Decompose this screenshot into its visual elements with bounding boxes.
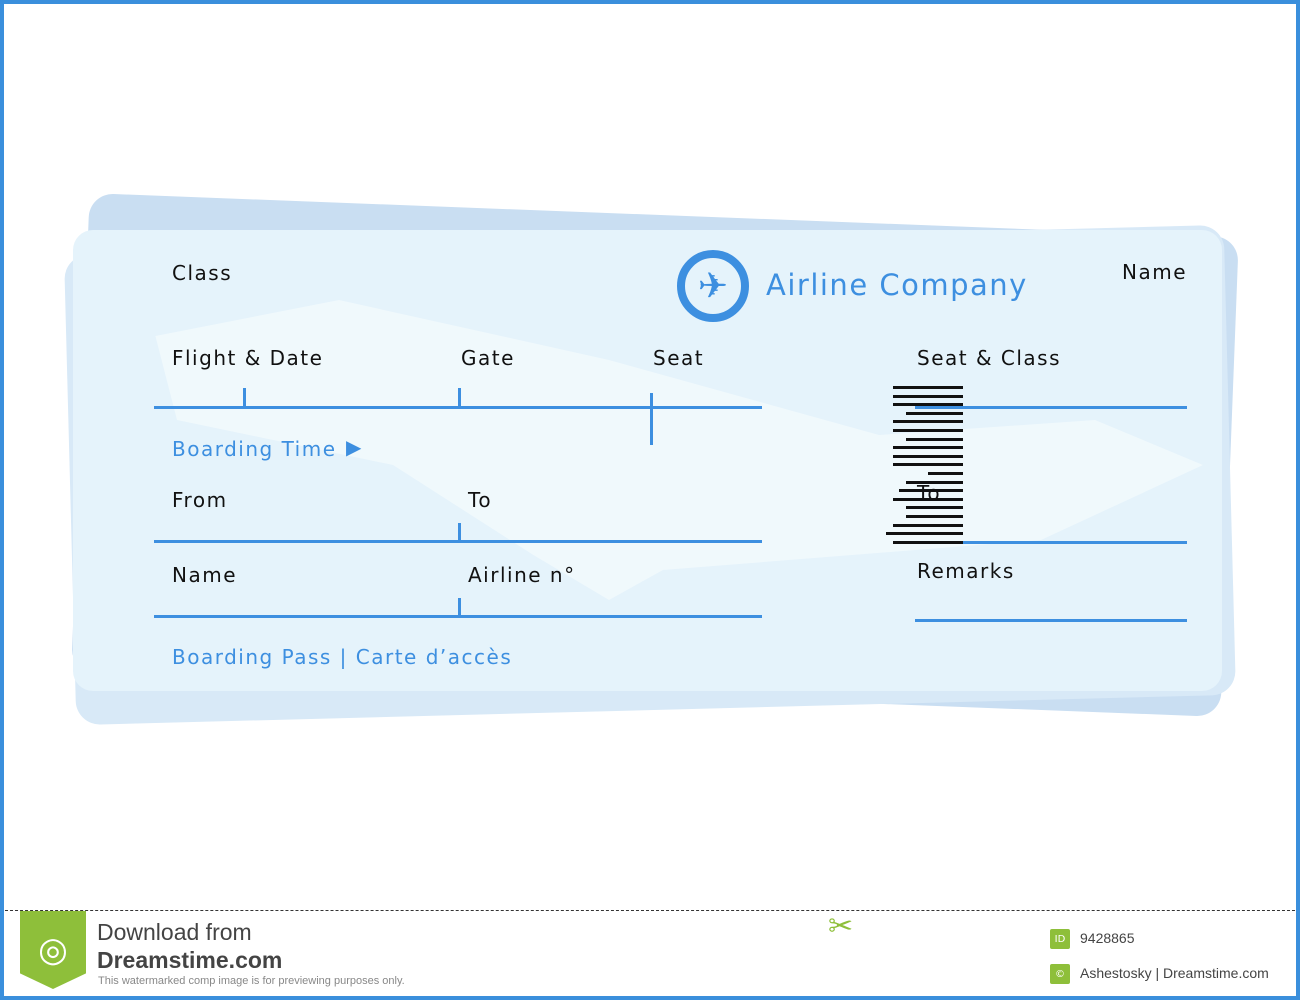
barcode-bar — [893, 403, 963, 407]
boarding-time-label: Boarding Time — [172, 437, 337, 461]
name-label-top: Name — [1122, 260, 1188, 284]
watermark-footer: ◎ Download from Dreamstime.com This wate… — [0, 910, 1300, 1000]
barcode-bar — [893, 463, 963, 467]
barcode-bar — [893, 420, 963, 424]
site-name: Dreamstime.com — [97, 947, 283, 973]
download-from: Download from — [97, 919, 252, 945]
barcode-bar — [893, 523, 963, 527]
divider — [915, 406, 1187, 409]
scissors-icon: ✂ — [828, 910, 854, 943]
barcode-bar — [906, 506, 963, 510]
watermark-notice: This watermarked comp image is for previ… — [98, 975, 405, 987]
divider — [154, 540, 762, 543]
divider — [458, 388, 461, 408]
barcode-bar — [906, 515, 963, 518]
barcode-bar — [928, 472, 963, 475]
class-label: Class — [172, 261, 233, 285]
airplane-icon: ✈ — [677, 250, 749, 322]
flight-date-label: Flight & Date — [172, 346, 324, 370]
divider — [650, 393, 653, 445]
seat-label: Seat — [653, 346, 705, 370]
divider — [154, 615, 762, 618]
image-id: 9428865 — [1080, 930, 1135, 946]
barcode-bar — [893, 429, 963, 432]
divider — [915, 619, 1187, 622]
barcode-bar — [893, 497, 963, 501]
airline-name: Airline Company — [766, 268, 1028, 302]
to-label-stub: To — [917, 481, 942, 505]
barcode-bar — [886, 532, 963, 536]
id-badge: ID — [1050, 929, 1070, 949]
barcode-bar — [893, 394, 963, 398]
boarding-pass-footer: Boarding Pass | Carte d’accès — [172, 645, 513, 669]
arrow-right-icon: ▶ — [346, 435, 363, 459]
credit: Ashestosky | Dreamstime.com — [1080, 965, 1269, 981]
barcode-bar — [899, 489, 963, 493]
divider — [458, 523, 461, 541]
barcode-bar — [893, 446, 963, 450]
from-label: From — [172, 488, 228, 512]
barcode-bar — [906, 411, 963, 415]
boarding-pass: Class ✈ Airline Company Name Flight & Da… — [73, 230, 1222, 691]
dreamstime-logo-icon: ◎ — [20, 911, 86, 989]
divider — [243, 388, 246, 408]
seat-class-label: Seat & Class — [917, 346, 1062, 370]
barcode-bar — [893, 454, 963, 458]
barcode-bar — [906, 480, 963, 484]
barcode-bar — [906, 437, 963, 441]
gate-label: Gate — [461, 346, 515, 370]
divider — [458, 598, 461, 616]
to-label: To — [468, 488, 493, 512]
name-label: Name — [172, 563, 238, 587]
barcode-bar — [893, 540, 963, 544]
airline-number-label: Airline n° — [468, 563, 576, 587]
copyright-icon: © — [1050, 964, 1070, 984]
barcode-bar — [893, 386, 963, 389]
divider — [915, 541, 1187, 544]
remarks-label: Remarks — [917, 559, 1015, 583]
